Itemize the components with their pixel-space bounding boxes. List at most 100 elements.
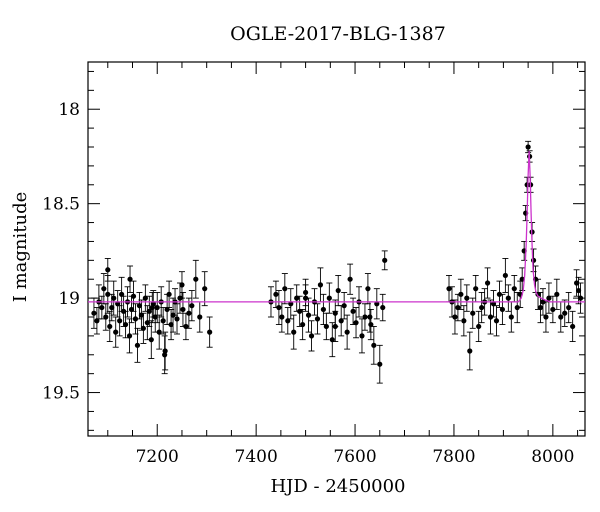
data-point [189,303,195,309]
data-point [183,323,189,330]
data-point [111,295,117,301]
data-point [148,337,154,343]
data-point [332,323,338,330]
data-point [570,323,576,330]
data-point [353,320,359,326]
data-point [142,295,148,301]
x-tick-label: 7400 [235,447,278,467]
data-point [362,314,368,320]
data-point [502,272,508,279]
data-point [479,304,485,311]
data-point [467,348,473,354]
data-point [380,304,386,311]
data-point [382,257,388,263]
data-point [377,361,383,367]
data-point [146,308,152,314]
data-point [138,312,145,318]
data-point [519,276,525,282]
data-point [117,318,123,324]
data-point [273,291,279,297]
data-point [156,329,162,335]
data-point [101,286,107,292]
data-point [326,295,332,301]
y-axis-label: I magnitude [10,192,31,303]
data-point [134,342,141,348]
data-point [464,295,470,301]
data-point [455,304,461,311]
plot-frame [87,61,586,437]
data-point [308,333,315,339]
data-point [105,267,111,273]
data-point [473,286,479,292]
data-point [128,306,135,313]
data-point [276,304,282,311]
data-point [294,295,300,301]
data-point [179,282,185,288]
data-point [537,304,544,311]
data-point [305,312,312,318]
data-point [119,291,125,297]
data-point [168,321,174,328]
data-point [126,333,133,339]
y-tick-label: 19 [58,289,80,309]
data-point [371,342,377,348]
chart-title: OGLE-2017-BLG-1387 [230,23,446,45]
x-tick-label: 8000 [531,447,574,467]
data-point [320,306,326,313]
data-point [446,286,452,292]
data-point [300,321,306,328]
data-point [149,304,155,311]
data-point [136,303,143,309]
data-point [511,286,517,292]
data-point [105,291,111,297]
x-axis-label: HJD - 2450000 [270,476,405,497]
data-point [197,314,203,320]
data-point [546,295,552,301]
data-point [180,306,186,313]
data-point [329,337,335,343]
data-point [314,316,321,322]
x-tick-label: 7800 [432,447,475,467]
data-point [347,276,353,282]
data-point [166,291,172,297]
data-point [452,314,458,320]
data-point [113,329,119,335]
data-point [94,318,100,324]
data-point [152,314,158,320]
data-point [140,325,146,331]
y-tick-label: 19.5 [42,384,80,404]
data-point [365,286,371,292]
data-point [282,286,288,292]
data-point [91,310,97,316]
data-point [154,304,160,311]
data-point [338,318,344,324]
data-point [359,333,365,339]
data-point [577,295,584,301]
data-point [164,306,170,313]
data-point [484,280,491,286]
data-point [291,329,297,335]
data-point [476,323,482,330]
data-point [493,318,500,324]
data-point [193,276,199,282]
data-point [350,308,356,314]
data-point [575,287,582,294]
data-point [302,295,309,301]
data-point [367,314,373,320]
data-point [543,314,549,320]
data-point [554,291,560,297]
data-point [499,306,506,313]
data-point [127,276,133,282]
data-point [470,310,476,316]
data-point [341,303,347,309]
model-curve [88,150,585,303]
data-point [122,321,129,328]
data-point [461,318,467,324]
data-point [285,318,291,324]
data-point [530,257,537,263]
data-point [317,282,324,288]
data-point [505,295,511,301]
data-point [323,323,329,330]
y-tick-label: 18.5 [42,195,80,215]
